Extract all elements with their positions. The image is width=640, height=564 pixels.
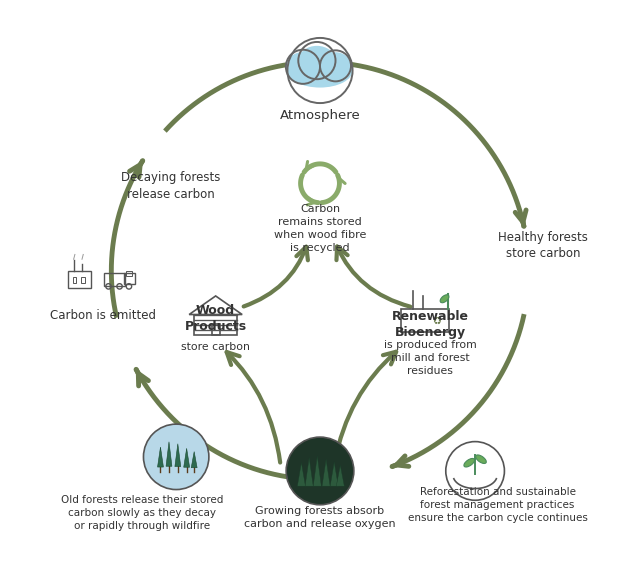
- Polygon shape: [175, 444, 180, 466]
- Bar: [125, 271, 132, 276]
- Text: Renewable
Bioenergy: Renewable Bioenergy: [392, 310, 468, 339]
- Text: ♻: ♻: [432, 316, 440, 326]
- Polygon shape: [305, 457, 313, 486]
- Text: Wood
Products: Wood Products: [184, 304, 247, 333]
- Text: Growing forests absorb
carbon and release oxygen: Growing forests absorb carbon and releas…: [244, 506, 396, 529]
- Bar: [401, 309, 449, 333]
- Circle shape: [143, 424, 209, 490]
- Ellipse shape: [476, 455, 486, 464]
- Polygon shape: [298, 462, 305, 486]
- Bar: [81, 277, 84, 283]
- Bar: [212, 324, 220, 335]
- Polygon shape: [313, 456, 321, 486]
- Ellipse shape: [464, 459, 474, 467]
- Text: Healthy forests
store carbon: Healthy forests store carbon: [498, 231, 588, 260]
- Circle shape: [446, 442, 504, 500]
- Text: Carbon
remains stored
when wood fibre
is recycled: Carbon remains stored when wood fibre is…: [274, 204, 366, 253]
- Ellipse shape: [440, 295, 449, 303]
- Text: Reforestation and sustainable
forest management practices
ensure the carbon cycl: Reforestation and sustainable forest man…: [408, 487, 588, 523]
- Bar: [68, 271, 92, 288]
- Text: Atmosphere: Atmosphere: [280, 109, 360, 122]
- Polygon shape: [191, 452, 197, 468]
- Bar: [104, 273, 125, 286]
- Circle shape: [286, 437, 354, 505]
- Ellipse shape: [287, 54, 353, 87]
- Bar: [195, 315, 237, 335]
- Ellipse shape: [320, 52, 351, 80]
- Text: Decaying forests
release carbon: Decaying forests release carbon: [121, 171, 220, 201]
- Ellipse shape: [286, 52, 320, 82]
- Text: Old forests release their stored
carbon slowly as they decay
or rapidly through : Old forests release their stored carbon …: [61, 495, 223, 531]
- Polygon shape: [322, 459, 330, 486]
- Polygon shape: [336, 465, 344, 486]
- Text: is produced from
mill and forest
residues: is produced from mill and forest residue…: [383, 340, 476, 376]
- Text: Carbon is emitted: Carbon is emitted: [50, 309, 156, 323]
- Bar: [73, 277, 76, 283]
- Bar: [124, 273, 135, 284]
- Polygon shape: [166, 442, 172, 466]
- Ellipse shape: [298, 46, 335, 76]
- Text: store carbon: store carbon: [181, 342, 250, 352]
- Polygon shape: [184, 448, 189, 467]
- Polygon shape: [157, 447, 163, 467]
- Polygon shape: [330, 462, 339, 486]
